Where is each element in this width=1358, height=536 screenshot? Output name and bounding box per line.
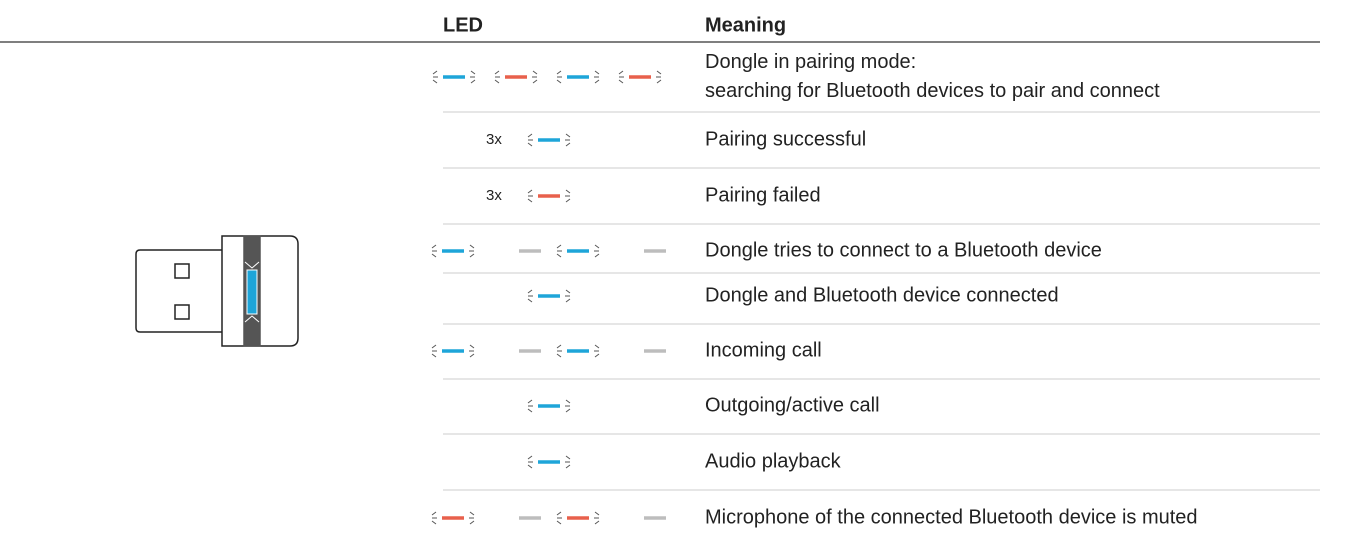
meaning-text: Pairing successful [705,128,866,150]
led-ray [556,70,562,75]
led-ray [527,298,533,303]
led-ray [618,70,624,75]
led-ray [527,399,533,404]
led-ray [594,520,600,525]
led-ray [556,344,562,349]
meaning-text: Outgoing/active call [705,394,880,416]
meaning-text: Dongle in pairing mode: [705,51,916,73]
led-ray [565,464,571,469]
dongle-illustration [135,235,299,347]
repeat-count: 3x [486,131,502,148]
led-ray [556,79,562,84]
meaning-text: Incoming call [705,339,822,361]
led-ray [594,79,600,84]
led-ray [556,511,562,516]
led-ray [469,520,475,525]
header-meaning: Meaning [705,14,786,36]
led-ray [494,70,500,75]
meaning-text: Dongle tries to connect to a Bluetooth d… [705,239,1102,261]
meaning-text: searching for Bluetooth devices to pair … [705,80,1160,102]
header-led: LED [443,14,483,36]
led-ray [469,253,475,258]
meaning-text: Pairing failed [705,184,821,206]
led-ray [469,244,475,249]
led-ray [565,189,571,194]
led-ray [556,520,562,525]
led-ray [432,79,438,84]
led-ray [527,133,533,138]
led-ray [431,344,437,349]
led-ray [556,253,562,258]
led-ray [527,289,533,294]
meaning-text: Dongle and Bluetooth device connected [705,284,1059,306]
led-ray [594,253,600,258]
led-ray [431,520,437,525]
led-ray [618,79,624,84]
led-ray [565,455,571,460]
led-ray [594,70,600,75]
led-ray [431,353,437,358]
led-ray [469,511,475,516]
led-ray [594,344,600,349]
repeat-count: 3x [486,187,502,204]
led-ray [565,289,571,294]
led-ray [656,70,662,75]
led-ray [594,353,600,358]
led-ray [594,511,600,516]
led-ray [656,79,662,84]
led-ray [565,133,571,138]
led-ray [532,70,538,75]
meaning-text: Microphone of the connected Bluetooth de… [705,506,1198,528]
led-ray [565,399,571,404]
led-ray [469,353,475,358]
led-ray [431,511,437,516]
led-ray [594,244,600,249]
led-ray [527,189,533,194]
led-ray [527,464,533,469]
led-ray [556,244,562,249]
meaning-text: Audio playback [705,450,842,472]
led-ray [527,455,533,460]
led-ray [565,298,571,303]
led-ray [494,79,500,84]
led-ray [431,253,437,258]
led-ray [527,408,533,413]
led-ray [532,79,538,84]
led-ray [470,70,476,75]
led-ray [469,344,475,349]
led-ray [565,198,571,203]
led-ray [470,79,476,84]
led-ray [565,408,571,413]
led-ray [432,70,438,75]
led-ray [527,142,533,147]
led-ray [527,198,533,203]
led-ray [556,353,562,358]
led-ray [565,142,571,147]
led-ray [431,244,437,249]
